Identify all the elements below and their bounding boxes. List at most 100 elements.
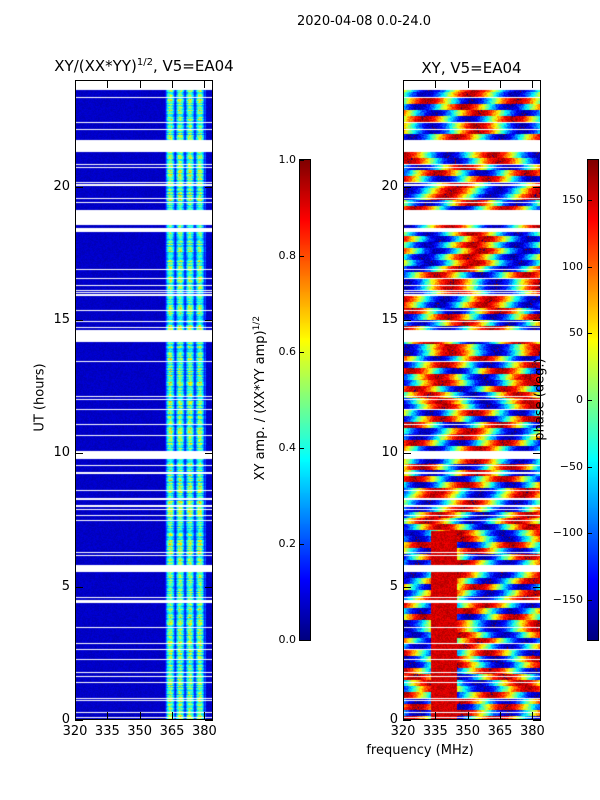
cb2-tick-label: −50 <box>559 459 583 473</box>
x-tick-mark-top <box>500 80 502 88</box>
y-tick-mark-right <box>533 453 541 455</box>
y-tick-mark <box>75 586 83 588</box>
cb2-tick-mark <box>588 333 592 335</box>
cb2-tick-mark <box>588 200 592 201</box>
y-tick-mark <box>75 320 83 321</box>
x-tick-mark <box>435 712 437 720</box>
cb1-tick-mark <box>300 256 304 257</box>
cb1-tick-mark <box>300 160 304 161</box>
y-tick-mark-right <box>533 320 541 321</box>
y-tick-mark <box>403 453 411 455</box>
y-tick-mark-right <box>533 720 541 721</box>
y-tick-label: 10 <box>381 445 398 461</box>
x-tick-mark-top <box>435 80 437 88</box>
cb2-tick-label: 100 <box>562 259 583 273</box>
x-tick-mark <box>139 712 141 720</box>
x-tick-mark-top <box>75 80 76 88</box>
cb1-tick-mark <box>300 544 304 545</box>
x-axis-label: frequency (MHz) <box>366 743 474 758</box>
x-tick-mark <box>107 712 109 720</box>
amplitude-heatmap <box>75 80 212 719</box>
cb2-tick-mark <box>588 600 592 601</box>
y-tick-label: 5 <box>389 578 398 594</box>
cb2-tick-mark <box>588 266 592 268</box>
cb1-tick-label: 1.0 <box>278 153 297 166</box>
y-tick-label: 15 <box>53 312 70 327</box>
cb2-tick-label: 0 <box>576 393 583 406</box>
cb1-tick-mark <box>300 448 304 449</box>
y-tick-mark <box>403 320 411 321</box>
x-tick-mark <box>467 712 469 720</box>
cb1-tick-label: 0.8 <box>278 249 297 262</box>
phase-heatmap <box>403 80 540 719</box>
cb1-tick-label: 0.6 <box>278 345 297 358</box>
x-tick-label: 335 <box>422 724 448 739</box>
y-tick-label: 20 <box>53 178 70 194</box>
y-tick-mark-right <box>205 320 213 321</box>
x-tick-label: 365 <box>159 724 185 739</box>
x-tick-mark <box>172 712 174 720</box>
figure-suptitle: 2020-04-08 0.0-24.0 <box>297 14 431 29</box>
cb2-tick-label: 150 <box>562 193 583 206</box>
y-tick-mark-right <box>205 720 213 721</box>
cb2-tick-label: −100 <box>552 526 583 540</box>
left-title-suffix: , V5=EA04 <box>152 57 234 75</box>
x-tick-mark <box>75 712 76 720</box>
left-panel-title: XY/(XX*YY)1/2, V5=EA04 <box>40 57 248 75</box>
x-tick-mark <box>532 712 534 720</box>
left-title-main: XY/(XX*YY) <box>54 57 137 75</box>
x-tick-mark-top <box>403 80 404 88</box>
x-tick-label: 350 <box>127 724 153 739</box>
x-tick-label: 320 <box>390 724 416 739</box>
x-tick-label: 380 <box>519 724 545 739</box>
y-tick-mark-right <box>205 453 213 455</box>
right-panel-title: XY, V5=EA04 <box>421 59 522 77</box>
x-tick-label: 380 <box>191 724 217 739</box>
y-tick-mark <box>403 186 411 188</box>
x-tick-mark-top <box>467 80 469 88</box>
cb1-tick-label: 0.2 <box>278 537 297 550</box>
x-tick-label: 335 <box>94 724 120 739</box>
cb2-tick-mark <box>588 400 592 401</box>
cb2-tick-label: −150 <box>552 593 583 606</box>
cb2-tick-label: 50 <box>569 326 583 340</box>
y-tick-mark-right <box>533 186 541 188</box>
x-tick-label: 350 <box>455 724 481 739</box>
y-tick-label: 0 <box>61 712 70 727</box>
x-tick-mark <box>403 712 404 720</box>
y-tick-label: 20 <box>381 178 398 194</box>
y-tick-label: 5 <box>61 578 70 594</box>
y-tick-mark <box>403 586 411 588</box>
amplitude-colorbar-label: XY amp. / (XX*YY amp)1/2 <box>252 298 268 498</box>
y-tick-mark <box>75 453 83 455</box>
y-tick-mark-right <box>533 586 541 588</box>
x-tick-label: 365 <box>487 724 513 739</box>
cb1-tick-label: 0.0 <box>278 633 297 646</box>
cb1-tick-mark <box>300 352 304 353</box>
x-tick-mark-top <box>107 80 109 88</box>
x-tick-mark-top <box>172 80 174 88</box>
cb1-tick-label: 0.4 <box>278 441 297 454</box>
amplitude-colorbar <box>300 160 310 640</box>
x-tick-mark-top <box>532 80 534 88</box>
y-tick-label: 10 <box>53 445 70 461</box>
y-tick-mark-right <box>205 186 213 188</box>
x-tick-mark-top <box>204 80 206 88</box>
phase-colorbar <box>588 160 598 640</box>
cb1-label-sup: 1/2 <box>251 315 262 331</box>
x-tick-label: 320 <box>62 724 88 739</box>
cb2-tick-mark <box>588 466 592 468</box>
y-tick-mark <box>403 720 411 721</box>
cb1-tick-mark <box>300 640 304 641</box>
x-tick-mark <box>500 712 502 720</box>
y-tick-mark <box>75 186 83 188</box>
y-tick-mark <box>75 720 83 721</box>
y-tick-label: 0 <box>389 712 398 727</box>
left-ylabel: UT (hours) <box>32 363 48 432</box>
left-title-sup: 1/2 <box>136 57 153 68</box>
y-tick-mark-right <box>205 586 213 588</box>
x-tick-mark-top <box>139 80 141 88</box>
x-tick-mark <box>204 712 206 720</box>
y-tick-label: 15 <box>381 312 398 327</box>
